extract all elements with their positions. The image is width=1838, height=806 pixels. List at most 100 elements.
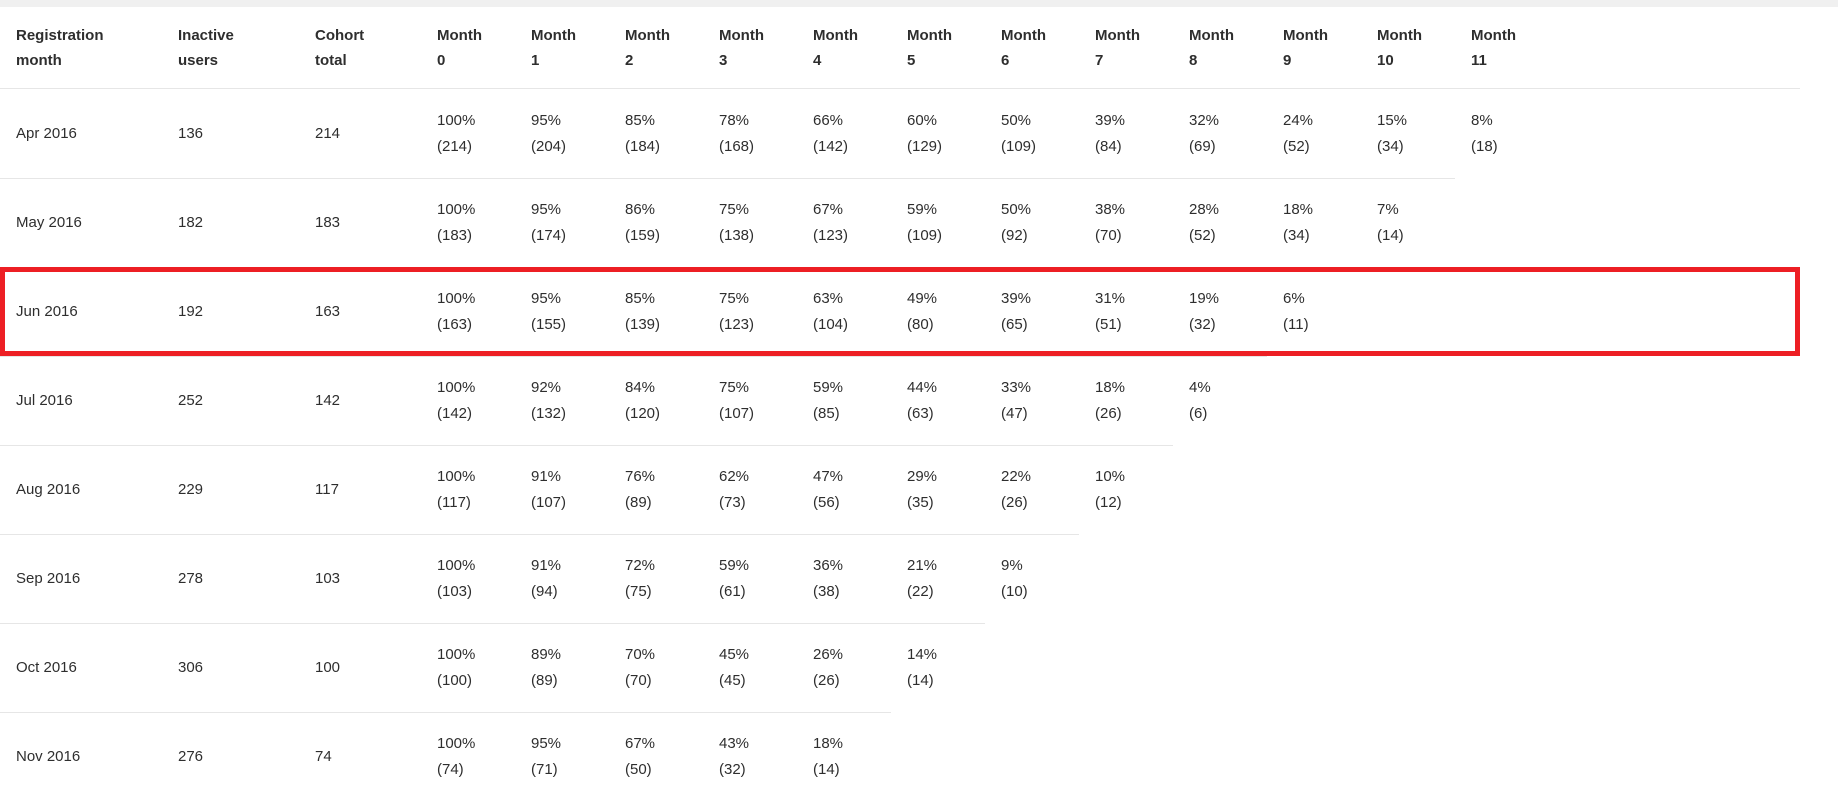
- cell-month-4: 67% (123): [797, 178, 891, 267]
- cell-month-2: 85% (184): [609, 89, 703, 178]
- cell-registration-month: Jun 2016: [0, 267, 162, 356]
- retention-percentage: 75%: [719, 289, 750, 307]
- retention-count: (32): [719, 761, 746, 778]
- cell-month-2: 85% (139): [609, 267, 703, 356]
- retention-count: (14): [1377, 227, 1404, 244]
- retention-percentage: 85%: [625, 111, 656, 129]
- cell-month-7: [1079, 534, 1173, 623]
- retention-count: (159): [625, 227, 661, 244]
- table-header-row: Registration month Inactive users Cohort t…: [0, 7, 1800, 89]
- retention-percentage: 45%: [719, 646, 750, 663]
- cell-month-9: 24% (52): [1267, 89, 1361, 178]
- retention-count: (63): [907, 405, 934, 422]
- retention-count: (100): [437, 672, 473, 689]
- retention-percentage: 22%: [1001, 468, 1032, 485]
- cell-registration-month: Apr 2016: [16, 124, 77, 142]
- cell-month-0: 100% (103): [421, 534, 515, 623]
- retention-count: (109): [1001, 137, 1037, 155]
- cohort-row-apr-2016: Apr 2016 136 214 100% (214) 95% (204) 85% (184) 7…: [0, 89, 1800, 178]
- retention-percentage: 59%: [813, 379, 844, 396]
- cohort-row-may-2016: May 2016 182 183 100% (183) 95% (174) 86% (159) 7…: [0, 178, 1800, 267]
- cell-month-9: [1267, 445, 1361, 534]
- retention-count: (45): [719, 672, 746, 689]
- cell-month-11: 8% (18): [1455, 89, 1800, 178]
- cell-month-11: [1455, 623, 1800, 712]
- cell-month-5: 60% (129): [891, 89, 985, 178]
- cell-registration-month: Sep 2016: [0, 534, 162, 623]
- column-header-month-10: Month 10: [1361, 7, 1455, 89]
- retention-count: (183): [437, 227, 473, 244]
- retention-percentage: 49%: [907, 289, 938, 307]
- cohort-row-oct-2016: Oct 2016 306 100 100% (100) 89% (89) 70% (70) 45%…: [0, 623, 1800, 712]
- column-header-month-11: Month 11: [1455, 7, 1800, 89]
- retention-percentage: 15%: [1377, 111, 1408, 129]
- retention-percentage: 91%: [531, 468, 562, 485]
- cohort-row-aug-2016: Aug 2016 229 117 100% (117) 91% (107) 76% (89) 62…: [0, 445, 1800, 534]
- cell-month-8: 19% (32): [1173, 267, 1267, 356]
- retention-count: (69): [1189, 137, 1216, 155]
- cell-month-10: [1361, 623, 1455, 712]
- cell-month-8: [1173, 712, 1267, 801]
- cell-month-3: 43% (32): [703, 712, 797, 801]
- retention-count: (74): [437, 761, 464, 778]
- cell-cohort-total: 74: [299, 712, 421, 801]
- cell-month-6: [985, 623, 1079, 712]
- retention-count: (123): [813, 227, 849, 244]
- retention-percentage: 89%: [531, 646, 562, 663]
- cell-month-10: [1361, 267, 1455, 356]
- retention-count: (52): [1283, 137, 1310, 155]
- retention-count: (32): [1189, 315, 1216, 333]
- retention-percentage: 86%: [625, 201, 656, 218]
- retention-count: (61): [719, 583, 746, 600]
- retention-percentage: 100%: [437, 379, 476, 396]
- column-header-month-6: Month 6: [985, 7, 1079, 89]
- column-header-month-8: Month 8: [1173, 7, 1267, 89]
- cell-inactive-users: 182: [162, 178, 299, 267]
- cell-month-1: 91% (107): [515, 445, 609, 534]
- retention-count: (50): [625, 761, 652, 778]
- retention-percentage: 100%: [437, 646, 476, 663]
- retention-count: (155): [531, 315, 567, 333]
- retention-count: (103): [437, 583, 473, 600]
- cell-month-5: 29% (35): [891, 445, 985, 534]
- retention-count: (26): [1095, 405, 1122, 422]
- retention-count: (184): [625, 137, 661, 155]
- cell-month-4: 47% (56): [797, 445, 891, 534]
- cell-month-1: 95% (155): [515, 267, 609, 356]
- retention-percentage: 19%: [1189, 289, 1220, 307]
- column-header-month-9: Month 9: [1267, 7, 1361, 89]
- cell-month-1: 95% (204): [515, 89, 609, 178]
- cell-month-3: 78% (168): [703, 89, 797, 178]
- cell-month-1: 95% (71): [515, 712, 609, 801]
- retention-percentage: 100%: [437, 289, 476, 307]
- retention-count: (129): [907, 137, 943, 155]
- retention-percentage: 100%: [437, 468, 476, 485]
- cell-registration-month: Oct 2016: [0, 623, 162, 712]
- cell-inactive-users: 192: [162, 267, 299, 356]
- cell-month-0: 100% (163): [421, 267, 515, 356]
- retention-count: (11): [1283, 315, 1309, 333]
- cell-month-8: [1173, 534, 1267, 623]
- retention-count: (75): [625, 583, 652, 600]
- retention-percentage: 95%: [531, 735, 562, 752]
- retention-percentage: 76%: [625, 468, 656, 485]
- retention-count: (14): [907, 672, 934, 689]
- retention-count: (80): [907, 315, 934, 333]
- retention-count: (214): [437, 137, 473, 155]
- retention-count: (12): [1095, 494, 1122, 511]
- cell-month-9: [1267, 712, 1361, 801]
- retention-percentage: 18%: [1283, 201, 1314, 218]
- cell-month-10: [1361, 712, 1455, 801]
- cell-registration-month: May 2016: [0, 178, 162, 267]
- column-header-month-4: Month 4: [797, 7, 891, 89]
- retention-percentage: 67%: [813, 201, 844, 218]
- retention-percentage: 100%: [437, 201, 476, 218]
- cell-registration-month: Jul 2016: [0, 356, 162, 445]
- cell-cohort-total: 163: [299, 267, 421, 356]
- cell-month-5: 21% (22): [891, 534, 985, 623]
- retention-count: (6): [1189, 405, 1208, 422]
- retention-percentage: 26%: [813, 646, 844, 663]
- retention-percentage: 62%: [719, 468, 750, 485]
- cell-registration-month: Aug 2016: [0, 445, 162, 534]
- retention-percentage: 32%: [1189, 111, 1220, 129]
